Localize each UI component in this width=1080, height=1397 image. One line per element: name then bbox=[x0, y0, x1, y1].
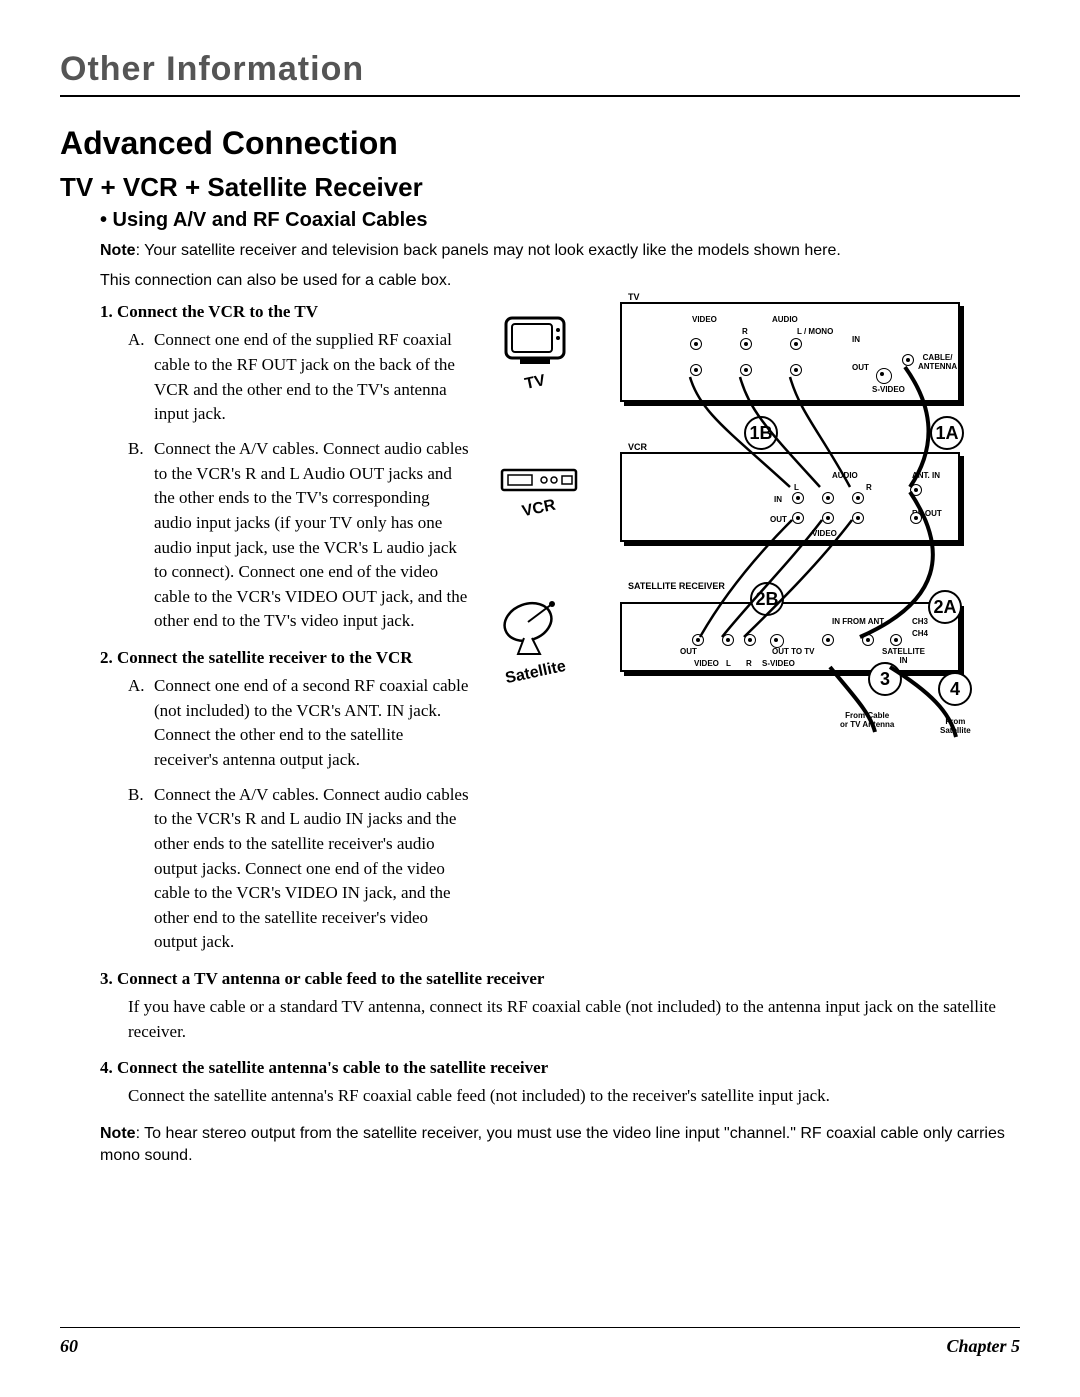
step-4: 4. Connect the satellite antenna's cable… bbox=[100, 1058, 1020, 1109]
chapter-label: Chapter 5 bbox=[946, 1336, 1020, 1357]
satellite-icon: Satellite bbox=[496, 592, 576, 682]
page-title-h3: • Using A/V and RF Coaxial Cables bbox=[100, 209, 1020, 232]
step-2-title: 2. Connect the satellite receiver to the… bbox=[100, 648, 470, 668]
callout-1a: 1A bbox=[930, 416, 964, 450]
step-4-body: Connect the satellite antenna's RF coaxi… bbox=[128, 1084, 1020, 1109]
step-1: 1. Connect the VCR to the TV A. Connect … bbox=[100, 302, 470, 634]
lbl-audio: AUDIO bbox=[772, 316, 798, 325]
tv-panel-label: TV bbox=[628, 292, 640, 302]
lbl-r: R bbox=[742, 328, 748, 337]
connection-diagram: TV VCR bbox=[490, 302, 1020, 742]
lbl-svideo3: S-VIDEO bbox=[762, 660, 795, 669]
sat-panel-label: SATELLITE RECEIVER bbox=[628, 582, 725, 591]
lbl-r2: R bbox=[866, 484, 872, 493]
note-2: Note: To hear stereo output from the sat… bbox=[100, 1123, 1020, 1168]
step-4-title: 4. Connect the satellite antenna's cable… bbox=[100, 1058, 1020, 1078]
lbl-lmono: L / MONO bbox=[797, 328, 833, 337]
page-number: 60 bbox=[60, 1336, 78, 1357]
note-1-text: : Your satellite receiver and television… bbox=[136, 242, 841, 259]
lbl-out2: OUT bbox=[770, 516, 787, 525]
step-3-body: If you have cable or a standard TV anten… bbox=[128, 995, 1020, 1044]
lbl-r3: R bbox=[746, 660, 752, 669]
step-2a-letter: A. bbox=[128, 674, 154, 773]
lbl-out3: OUT bbox=[680, 648, 697, 657]
lbl-fromcable: From Cable or TV Antenna bbox=[840, 712, 894, 730]
satellite-label: Satellite bbox=[504, 658, 568, 688]
lbl-video3: VIDEO bbox=[694, 660, 719, 669]
step-1a-text: Connect one end of the supplied RF coaxi… bbox=[154, 328, 470, 427]
note-1-label: Note bbox=[100, 242, 136, 259]
lbl-antin: ANT. IN bbox=[912, 472, 940, 481]
step-1b-letter: B. bbox=[128, 437, 154, 634]
lbl-in2: IN bbox=[774, 496, 782, 505]
tv-icon: TV bbox=[500, 312, 570, 392]
section-header: Other Information bbox=[60, 50, 1020, 97]
vcr-icon: VCR bbox=[500, 462, 578, 518]
lbl-audio2: AUDIO bbox=[832, 472, 858, 481]
lbl-out: OUT bbox=[852, 364, 869, 373]
step-2a-text: Connect one end of a second RF coaxial c… bbox=[154, 674, 470, 773]
step-1a-letter: A. bbox=[128, 328, 154, 427]
lbl-infromant: IN FROM ANT bbox=[832, 618, 884, 627]
step-1-title: 1. Connect the VCR to the TV bbox=[100, 302, 470, 322]
lbl-cableant: CABLE/ ANTENNA bbox=[918, 354, 957, 372]
lbl-in: IN bbox=[852, 336, 860, 345]
lbl-ch4: CH4 bbox=[912, 630, 928, 639]
vcr-label: VCR bbox=[521, 497, 558, 522]
right-column: TV VCR bbox=[490, 302, 1020, 742]
callout-4: 4 bbox=[938, 672, 972, 706]
tv-panel: TV VIDEO AUDIO R L / MONO IN OUT S-VIDEO… bbox=[620, 302, 960, 402]
tv-label: TV bbox=[523, 372, 547, 394]
lbl-svideo: S-VIDEO bbox=[872, 386, 905, 395]
lbl-l3: L bbox=[726, 660, 731, 669]
lbl-outtotv: OUT TO TV bbox=[772, 648, 815, 657]
step-1a: A. Connect one end of the supplied RF co… bbox=[128, 328, 470, 427]
note-1: Note: Your satellite receiver and televi… bbox=[100, 240, 1020, 262]
step-2a: A. Connect one end of a second RF coaxia… bbox=[128, 674, 470, 773]
step-2: 2. Connect the satellite receiver to the… bbox=[100, 648, 470, 955]
lbl-video2: VIDEO bbox=[812, 530, 837, 539]
page-footer: 60 Chapter 5 bbox=[60, 1327, 1020, 1357]
step-3-title: 3. Connect a TV antenna or cable feed to… bbox=[100, 969, 1020, 989]
note-2-label: Note bbox=[100, 1125, 136, 1142]
page-title-h2: TV + VCR + Satellite Receiver bbox=[60, 172, 1020, 203]
step-2b: B. Connect the A/V cables. Connect audio… bbox=[128, 783, 470, 955]
step-2b-text: Connect the A/V cables. Connect audio ca… bbox=[154, 783, 470, 955]
body-intro: This connection can also be used for a c… bbox=[100, 272, 1020, 290]
step-list: 1. Connect the VCR to the TV A. Connect … bbox=[100, 302, 1020, 1109]
vcr-panel-label: VCR bbox=[628, 442, 647, 452]
note-2-text: : To hear stereo output from the satelli… bbox=[100, 1125, 1005, 1164]
step-1b: B. Connect the A/V cables. Connect audio… bbox=[128, 437, 470, 634]
lbl-ch3: CH3 bbox=[912, 618, 928, 627]
columns-wrap: 1. Connect the VCR to the TV A. Connect … bbox=[100, 302, 1020, 969]
step-2b-letter: B. bbox=[128, 783, 154, 955]
step-3: 3. Connect a TV antenna or cable feed to… bbox=[100, 969, 1020, 1044]
lbl-video: VIDEO bbox=[692, 316, 717, 325]
step-1b-text: Connect the A/V cables. Connect audio ca… bbox=[154, 437, 470, 634]
vcr-panel: VCR AUDIO ANT. IN L R IN OUT RF OUT VIDE… bbox=[620, 452, 960, 542]
sat-panel: SATELLITE RECEIVER IN FROM ANT CH3 CH4 O… bbox=[620, 602, 960, 672]
callout-1b: 1B bbox=[744, 416, 778, 450]
page-title-h1: Advanced Connection bbox=[60, 125, 1020, 162]
callout-3: 3 bbox=[868, 662, 902, 696]
left-column: 1. Connect the VCR to the TV A. Connect … bbox=[100, 302, 470, 969]
lbl-fromsat: From Satellite bbox=[940, 718, 971, 736]
